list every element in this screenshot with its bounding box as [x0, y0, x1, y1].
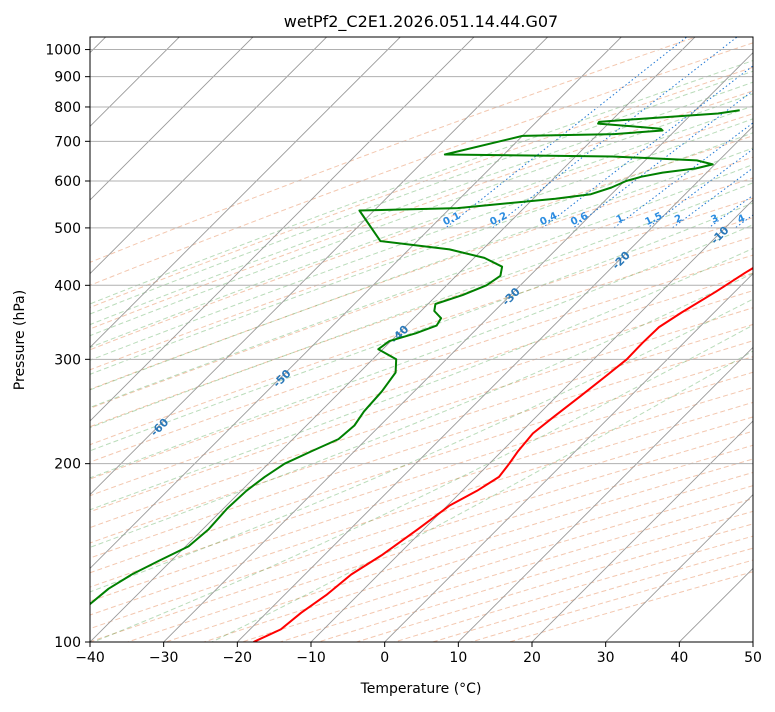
y-tick-label: 200 — [54, 457, 81, 473]
y-axis-label: Pressure (hPa) — [12, 290, 28, 390]
x-tick-label: 0 — [380, 650, 389, 666]
y-tick-label: 800 — [54, 100, 81, 116]
y-tick-label: 700 — [54, 134, 81, 150]
y-tick-label: 600 — [54, 174, 81, 190]
x-tick-label: −20 — [223, 650, 253, 666]
chart-title: wetPf2_C2E1.2026.051.14.44.G07 — [284, 12, 558, 32]
x-tick-label: 10 — [449, 650, 467, 666]
x-tick-label: −30 — [149, 650, 179, 666]
y-tick-label: 500 — [54, 221, 81, 237]
x-tick-label: 50 — [744, 650, 762, 666]
x-tick-label: 30 — [597, 650, 615, 666]
x-tick-label: 20 — [523, 650, 541, 666]
y-tick-label: 300 — [54, 352, 81, 368]
x-axis-label: Temperature (°C) — [360, 681, 482, 697]
y-tick-label: 400 — [54, 278, 81, 294]
y-tick-label: 1000 — [45, 43, 81, 59]
x-tick-label: 40 — [670, 650, 688, 666]
y-tick-label: 900 — [54, 70, 81, 86]
y-tick-label: 100 — [54, 635, 81, 651]
x-tick-label: −10 — [296, 650, 326, 666]
x-tick-label: −40 — [75, 650, 105, 666]
